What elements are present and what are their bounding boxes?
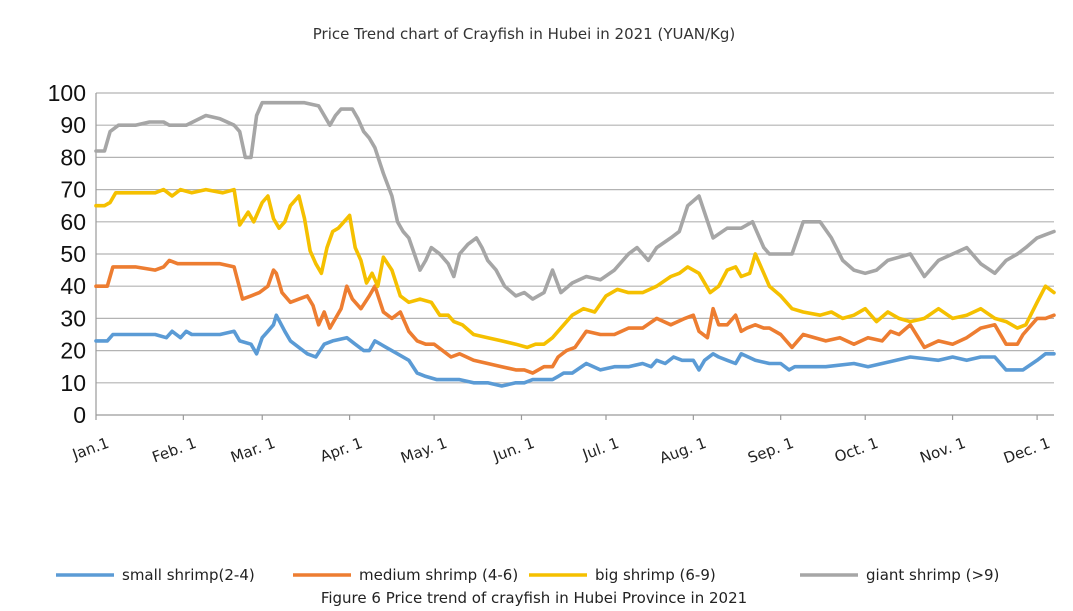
y-tick-label: 80 bbox=[60, 144, 86, 170]
x-tick-label: Aug. 1 bbox=[657, 434, 709, 467]
x-tick-label: Nov. 1 bbox=[917, 434, 968, 467]
legend-label-1: small shrimp(2-4) bbox=[122, 566, 255, 584]
y-tick-label: 40 bbox=[60, 273, 86, 299]
x-tick-label: May. 1 bbox=[398, 434, 449, 467]
figure-caption: Figure 6 Price trend of crayfish in Hube… bbox=[321, 589, 747, 607]
x-tick-label: Jan.1 bbox=[69, 434, 111, 464]
y-tick-label: 20 bbox=[60, 338, 86, 364]
y-tick-label: 90 bbox=[60, 112, 86, 138]
x-tick-label: Apr. 1 bbox=[318, 434, 365, 466]
y-tick-label: 60 bbox=[60, 209, 86, 235]
y-tick-label: 10 bbox=[60, 370, 86, 396]
y-tick-label: 0 bbox=[73, 402, 86, 428]
x-tick-label: Sep. 1 bbox=[745, 434, 796, 467]
x-tick-label: Mar. 1 bbox=[228, 434, 277, 467]
y-tick-label: 50 bbox=[60, 241, 86, 267]
series-line-4 bbox=[94, 100, 1056, 301]
x-tick-label: Oct. 1 bbox=[832, 434, 880, 466]
legend-label-3: big shrimp (6-9) bbox=[595, 566, 716, 584]
legend: small shrimp(2-4) medium shrimp (4-6) big … bbox=[56, 566, 999, 584]
y-axis-ticks: 0 10 20 30 40 50 60 70 80 90 100 bbox=[48, 80, 86, 428]
series-line-2 bbox=[94, 258, 1056, 375]
series-line-3 bbox=[94, 187, 1056, 350]
y-tick-label: 100 bbox=[48, 80, 86, 106]
y-tick-label: 70 bbox=[60, 177, 86, 203]
legend-label-4: giant shrimp (>9) bbox=[866, 566, 999, 584]
x-tick-label: Feb. 1 bbox=[150, 434, 199, 467]
series-line-1 bbox=[94, 313, 1056, 388]
chart-title: Price Trend chart of Crayfish in Hubei i… bbox=[313, 25, 735, 43]
series-lines bbox=[94, 100, 1056, 388]
x-tick-label: Dec. 1 bbox=[1001, 434, 1052, 467]
x-tick-label: Jul. 1 bbox=[579, 434, 621, 464]
x-axis-ticks: Jan.1 Feb. 1 Mar. 1 Apr. 1 May. 1 Jun. 1 Jul. … bbox=[69, 415, 1052, 467]
y-tick-label: 30 bbox=[60, 305, 86, 331]
x-tick-label: Jun. 1 bbox=[490, 434, 537, 466]
legend-label-2: medium shrimp (4-6) bbox=[359, 566, 518, 584]
